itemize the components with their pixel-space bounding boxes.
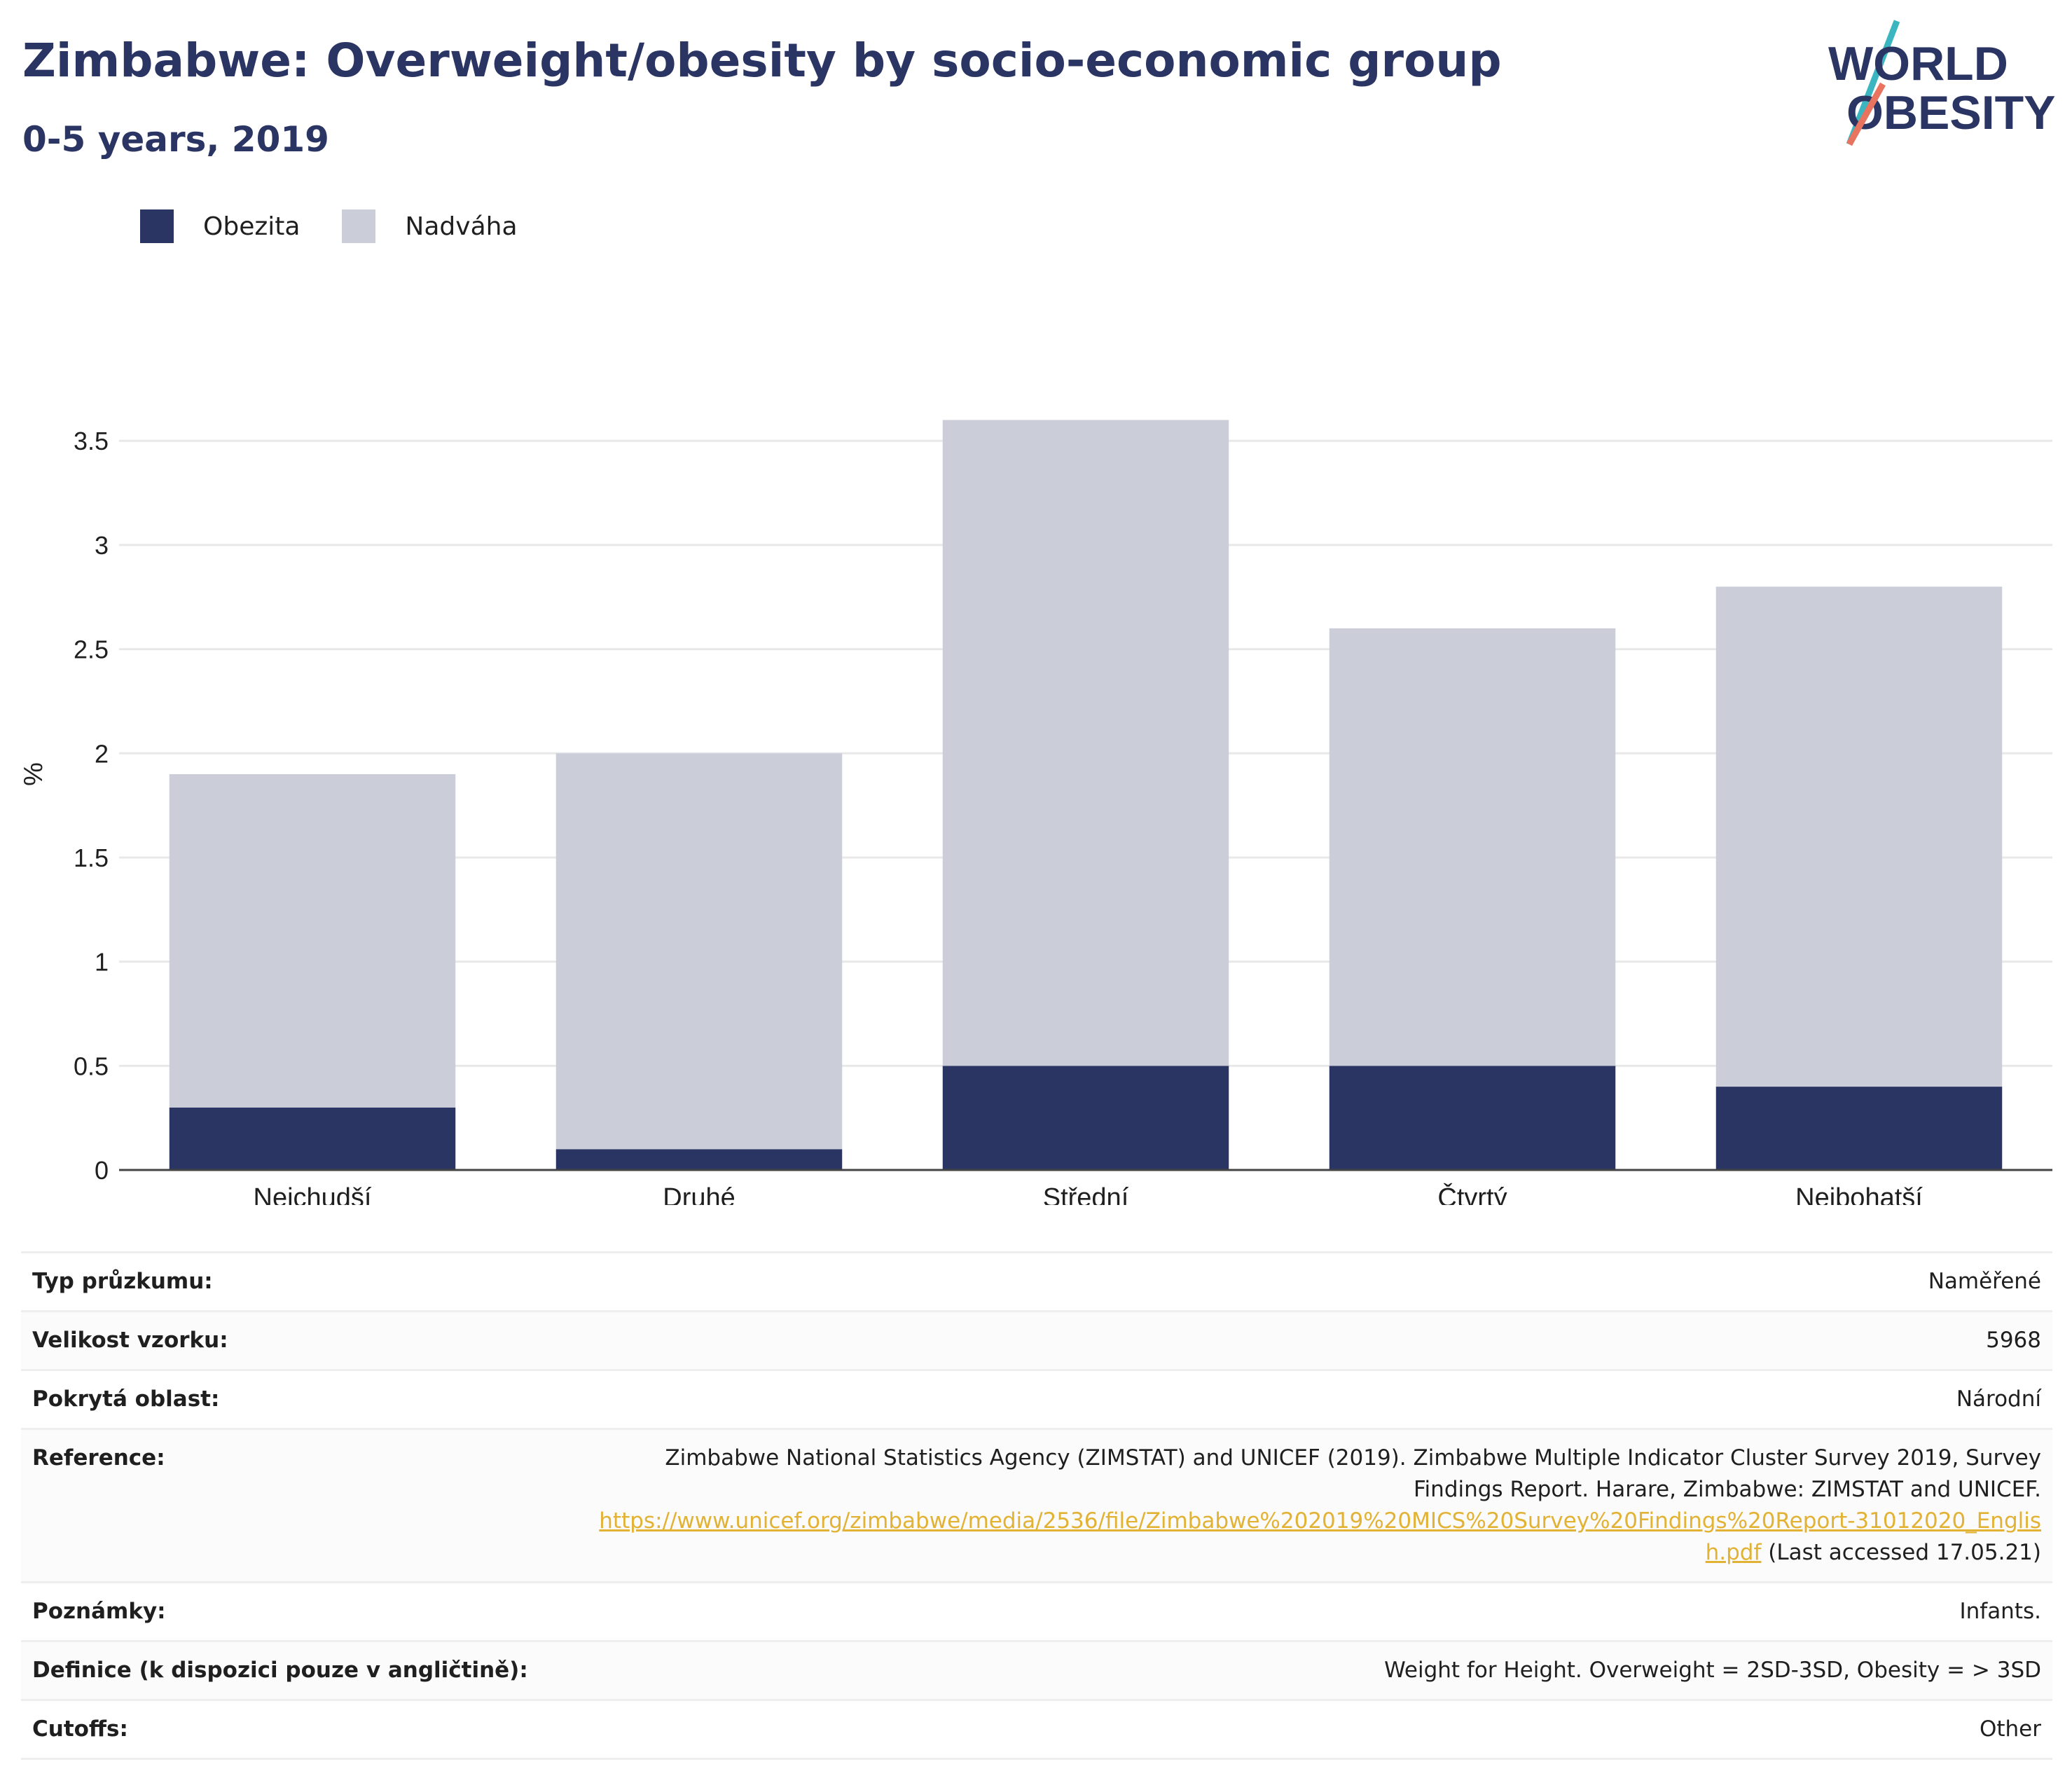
meta-row-sample-size: Velikost vzorku: 5968 bbox=[21, 1310, 2052, 1370]
x-tick-label: Střední bbox=[1043, 1183, 1129, 1205]
meta-label: Velikost vzorku: bbox=[21, 1310, 576, 1370]
legend-swatch-overweight bbox=[342, 209, 376, 243]
bar-obesity[interactable] bbox=[169, 1107, 456, 1170]
bar-obesity[interactable] bbox=[1715, 1087, 2003, 1170]
y-tick-label: 3 bbox=[95, 531, 109, 560]
meta-label: Definice (k dispozici pouze v angličtině… bbox=[21, 1640, 576, 1700]
bar-obesity[interactable] bbox=[1329, 1066, 1616, 1170]
y-tick-label: 0.5 bbox=[74, 1052, 109, 1080]
logo-text-world: WORLD bbox=[1828, 37, 2008, 90]
meta-value: Other bbox=[576, 1699, 2052, 1760]
world-obesity-logo: WORLD OBESITY bbox=[1821, 20, 2059, 153]
meta-label: Typ průzkumu: bbox=[21, 1251, 576, 1312]
bar-overweight[interactable] bbox=[169, 774, 456, 1108]
meta-label: Reference: bbox=[21, 1428, 576, 1583]
y-tick-label: 1 bbox=[95, 948, 109, 977]
meta-row-reference: Reference: Zimbabwe National Statistics … bbox=[21, 1428, 2052, 1583]
meta-value: Weight for Height. Overweight = 2SD-3SD,… bbox=[576, 1640, 2052, 1700]
x-axis-ticks: Nejchudší Druhé Střední Čtvrtý Nejbohatší bbox=[254, 1182, 1923, 1205]
meta-label: Poznámky: bbox=[21, 1581, 576, 1641]
meta-value: Naměřené bbox=[576, 1251, 2052, 1312]
y-tick-label: 2 bbox=[95, 739, 109, 768]
bar-overweight[interactable] bbox=[1329, 628, 1616, 1066]
meta-label: Cutoffs: bbox=[21, 1699, 576, 1760]
legend-swatch-obesity bbox=[140, 209, 174, 243]
y-axis-label: % bbox=[19, 762, 48, 786]
meta-row-cutoffs: Cutoffs: Other bbox=[21, 1699, 2052, 1760]
reference-accessed: (Last accessed 17.05.21) bbox=[1768, 1540, 2041, 1565]
reference-text: Zimbabwe National Statistics Agency (ZIM… bbox=[665, 1445, 2041, 1502]
meta-value: Infants. bbox=[576, 1581, 2052, 1641]
bar-obesity[interactable] bbox=[555, 1149, 843, 1170]
x-tick-label: Druhé bbox=[663, 1183, 735, 1205]
legend: Obezita Nadváha bbox=[140, 209, 560, 244]
bar-overweight[interactable] bbox=[1715, 586, 2003, 1087]
chart-subtitle: 0-5 years, 2019 bbox=[22, 119, 329, 160]
meta-label: Pokrytá oblast: bbox=[21, 1369, 576, 1429]
meta-row-definition: Definice (k dispozici pouze v angličtině… bbox=[21, 1640, 2052, 1700]
metadata-table: Typ průzkumu: Naměřené Velikost vzorku: … bbox=[21, 1251, 2052, 1760]
meta-value: Zimbabwe National Statistics Agency (ZIM… bbox=[576, 1428, 2052, 1583]
x-tick-label: Nejchudší bbox=[254, 1183, 372, 1205]
y-tick-label: 3.5 bbox=[74, 427, 109, 455]
x-tick-label: Čtvrtý bbox=[1437, 1182, 1507, 1205]
bar-overweight[interactable] bbox=[555, 753, 843, 1150]
legend-label-overweight: Nadváha bbox=[405, 212, 518, 241]
y-tick-label: 2.5 bbox=[74, 635, 109, 664]
chart-title: Zimbabwe: Overweight/obesity by socio-ec… bbox=[22, 34, 1502, 88]
meta-row-survey-type: Typ průzkumu: Naměřené bbox=[21, 1251, 2052, 1312]
bar-obesity[interactable] bbox=[942, 1066, 1229, 1170]
bars bbox=[169, 420, 2003, 1170]
meta-row-area: Pokrytá oblast: Národní bbox=[21, 1369, 2052, 1429]
logo-text-obesity: OBESITY bbox=[1846, 86, 2056, 139]
meta-row-notes: Poznámky: Infants. bbox=[21, 1581, 2052, 1641]
bar-chart: 0 0.5 1 1.5 2 2.5 3 3.5 Nejchudší Druhé Střední Čt… bbox=[19, 420, 2052, 1205]
meta-value: Národní bbox=[576, 1369, 2052, 1429]
y-axis-ticks: 0 0.5 1 1.5 2 2.5 3 3.5 bbox=[74, 427, 109, 1185]
legend-item-obesity[interactable]: Obezita bbox=[140, 209, 300, 243]
bar-overweight[interactable] bbox=[942, 420, 1229, 1066]
legend-label-obesity: Obezita bbox=[203, 212, 301, 241]
y-tick-label: 0 bbox=[95, 1156, 109, 1185]
legend-item-overweight[interactable]: Nadváha bbox=[342, 209, 518, 243]
y-tick-label: 1.5 bbox=[74, 844, 109, 872]
reference-link[interactable]: https://www.unicef.org/zimbabwe/media/25… bbox=[599, 1508, 2041, 1565]
x-tick-label: Nejbohatší bbox=[1795, 1183, 1923, 1205]
meta-value: 5968 bbox=[576, 1310, 2052, 1370]
